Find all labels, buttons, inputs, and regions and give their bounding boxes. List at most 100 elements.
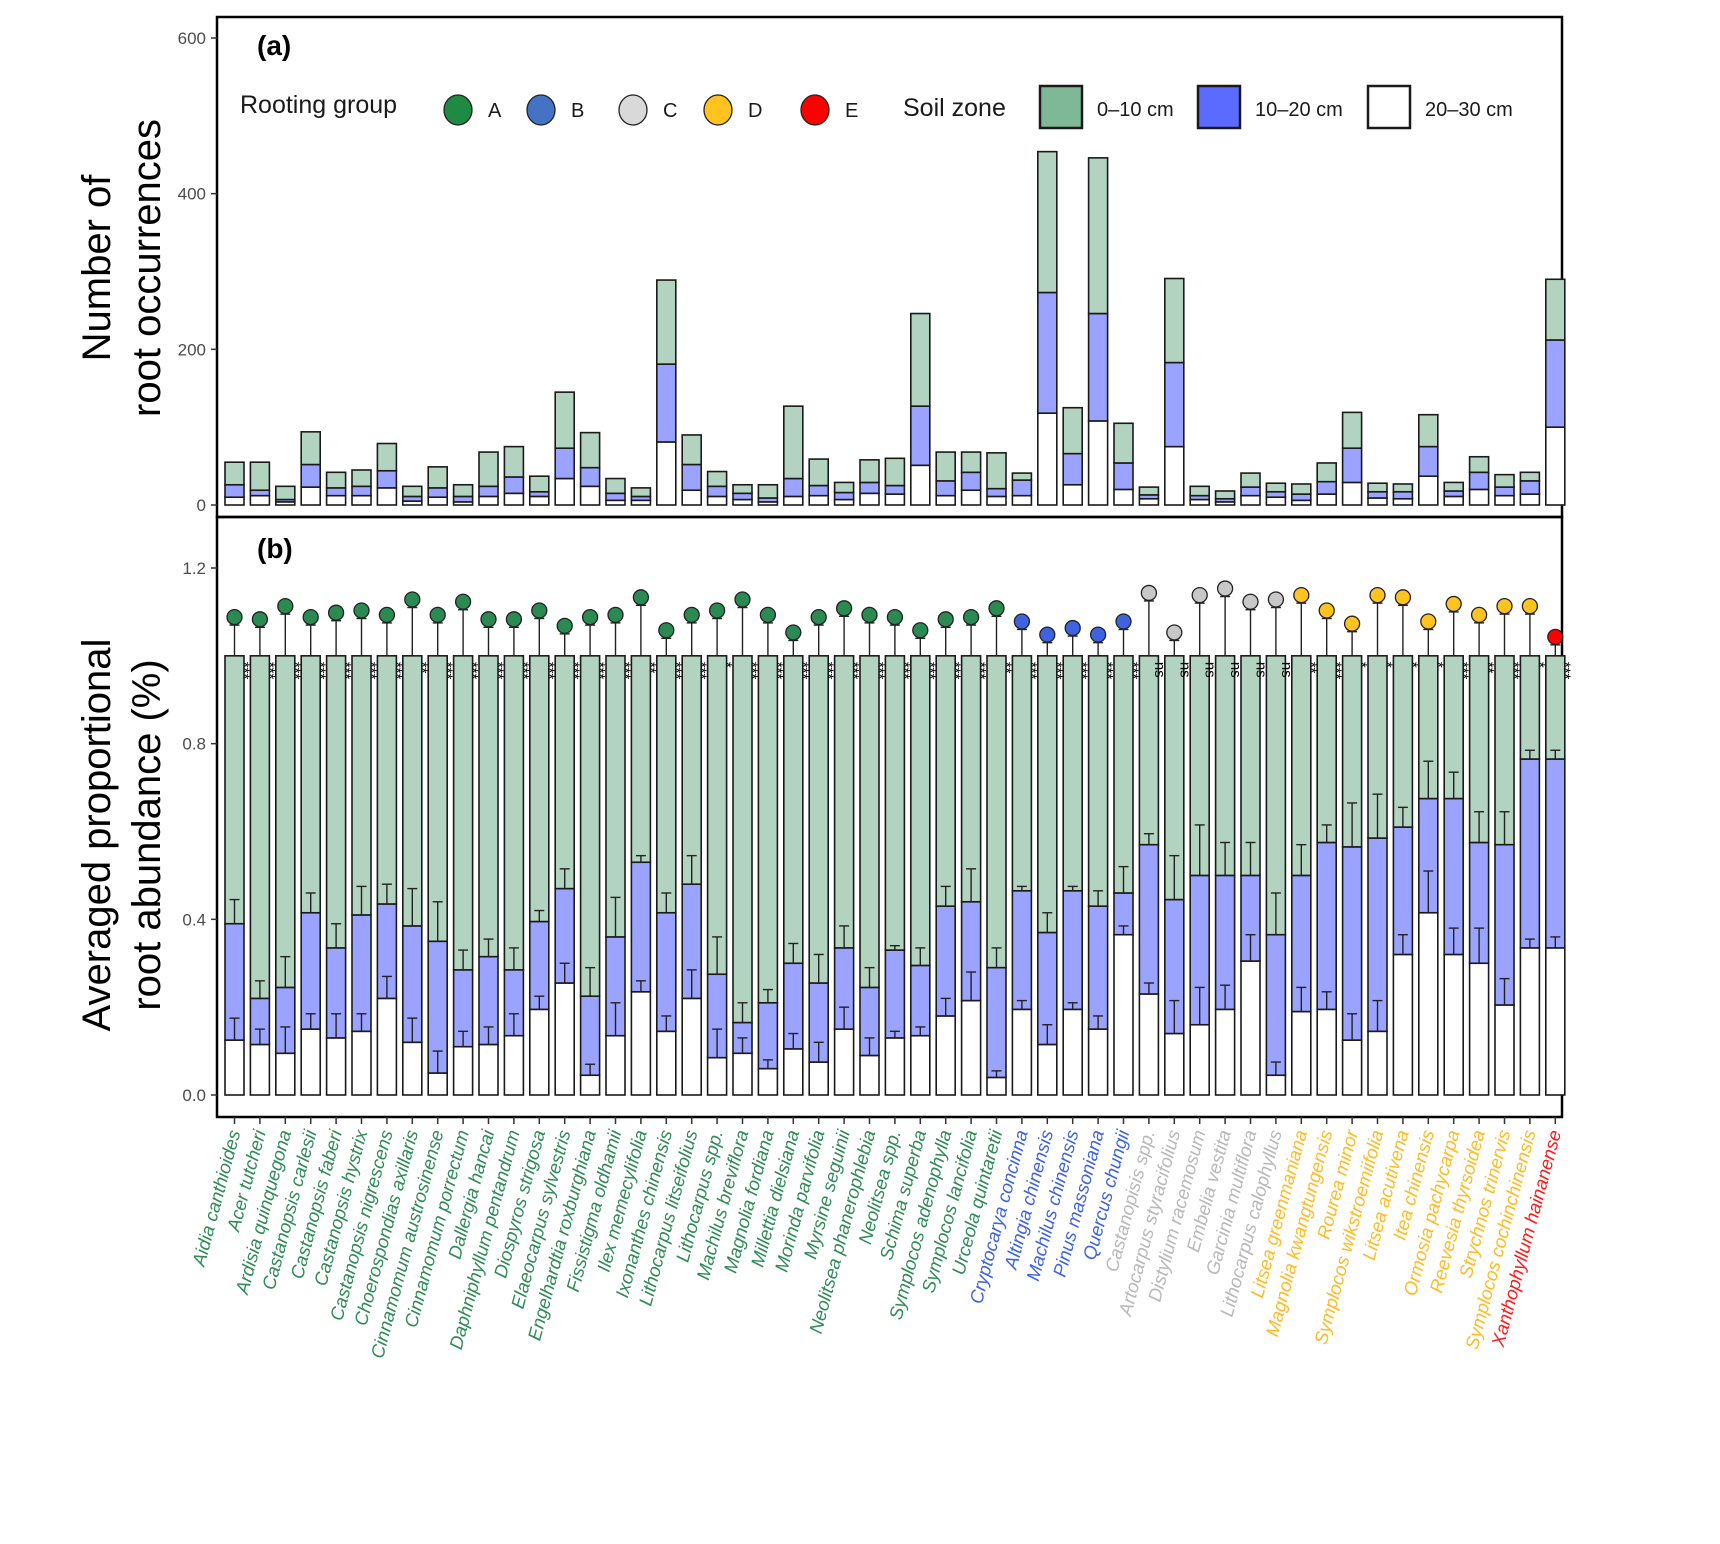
panel-a-bar-segment [986,487,1007,498]
panel-b-bar-segment [986,966,1007,1079]
panel-b-bar-segment [1062,889,1083,1011]
legend-group-a-icon [443,94,473,126]
panel-a-bar-segment [325,471,347,489]
rooting-group-marker [1140,584,1158,602]
panel-a-bar-segment [579,466,601,488]
panel-a-bar-segment [224,483,245,499]
rooting-group-marker [1039,626,1056,643]
rooting-group-marker [708,602,726,619]
panel-b-bar-segment [249,655,271,1000]
significance-label: * [1353,662,1370,668]
panel-b-bar-segment [224,655,245,925]
panel-b-bar-segment [1392,655,1414,828]
panel-a-bar-segment [1087,420,1109,506]
significance-label: ** [1302,662,1319,674]
panel-b-bar-segment [1087,655,1109,907]
panel-b-bar-segment [351,1030,372,1096]
significance-label: *** [439,662,456,680]
panel-b-bar-segment [1138,993,1160,1096]
panel-b-bar-segment [655,911,677,1033]
panel-a-bar-segment [1443,490,1464,498]
panel-a-bar-segment [1545,339,1566,428]
panel-b-bar-segment [1291,655,1312,877]
significance-label: *** [591,662,608,680]
rooting-group-marker [835,600,853,617]
significance-label: ** [998,662,1015,674]
panel-b-bar-segment [1468,962,1490,1096]
rooting-group-marker [1420,613,1437,630]
panel-b-bar-segment [1138,655,1160,846]
significance-label: *** [820,662,837,680]
panel-a-bar-segment [935,494,957,506]
panel-a-bar-segment [884,484,906,495]
panel-b-bar-segment [782,1048,804,1096]
panel-a-bar-segment [960,471,982,492]
panel-a-bar-segment [706,495,728,506]
panel-b-bar-segment [1316,841,1337,1011]
rooting-group-marker [353,602,370,619]
panel-b-bar-segment [478,655,499,958]
rooting-group-marker [658,622,675,639]
legend-group-e-icon [800,94,830,126]
panel-b-bar-segment [1341,1039,1363,1096]
rooting-group-marker [556,617,573,635]
panel-a-bar-segment [909,405,931,467]
significance-label: *** [921,662,938,680]
rooting-group-marker [1267,591,1285,608]
panel-b-bar-segment [1062,1008,1083,1096]
panel-a-bar-segment [1392,483,1414,493]
panel-b-bar-segment [452,1045,474,1096]
panel-a-bar-segment [249,494,271,506]
panel-b-bar-segment [833,655,855,949]
panel-b-bar-segment [1189,1023,1210,1096]
rooting-group-marker [1013,613,1031,630]
rooting-group-marker [988,600,1005,617]
panel-b-bar-segment [554,982,576,1096]
significance-label: *** [1125,662,1142,680]
panel-a-bar-segment [554,391,576,449]
panel-a-bar-segment [1265,482,1287,493]
significance-label: * [1379,662,1396,668]
significance-label: *** [312,662,329,680]
panel-a-bar-segment [1113,488,1134,506]
panel-a-bar-segment [833,491,855,501]
panel-a-bar-segment [554,477,576,506]
panel-a-bar-segment [1037,291,1058,414]
panel-b-bar-segment [274,1052,296,1096]
panel-b-bar-segment [579,655,601,997]
rooting-group-marker [912,622,929,639]
panel-a-bar-segment [1291,493,1312,502]
rooting-group-marker [861,606,878,624]
panel-a-bar-segment [528,475,550,493]
panel-a-bar-segment [1189,498,1210,506]
panel-b-bar-segment [1087,905,1109,1030]
panel-a-bar-segment [1341,447,1363,484]
panel-a-bar-segment [1494,486,1515,497]
panel-a-bar-segment [681,463,703,492]
legend-group-b-icon [526,94,556,126]
panel-b-bar-segment [1113,933,1134,1096]
panel-b-bar-segment [681,997,703,1096]
panel-b-bar-segment [325,1037,347,1096]
panel-a-bar-segment [300,486,322,506]
panel-b-bar-segment [782,655,804,965]
panel-a-bar-segment [452,495,474,503]
significance-label: *** [286,662,303,680]
panel-a-bar-segment [249,461,271,492]
legend-group-label: C [663,100,677,122]
significance-label: *** [540,662,557,680]
significance-label: *** [794,662,811,680]
rooting-group-marker [1343,615,1361,632]
panel-b-bar-segment [1164,1032,1185,1096]
rooting-group-marker [632,589,650,606]
panel-b-bar-segment [579,995,601,1077]
panel-a-bar-segment [1113,462,1134,491]
panel-b-bar-segment [1367,1030,1388,1096]
panel-a-bar-segment [935,451,957,482]
panel-a-bar-segment [1189,485,1210,497]
panel-a-bar-segment [960,451,982,474]
panel-b-bar-segment [706,655,728,976]
panel-a-bar-segment [1519,480,1541,495]
panel-a-bar-segment [1519,471,1541,482]
panel-b-bar-segment [452,655,474,971]
